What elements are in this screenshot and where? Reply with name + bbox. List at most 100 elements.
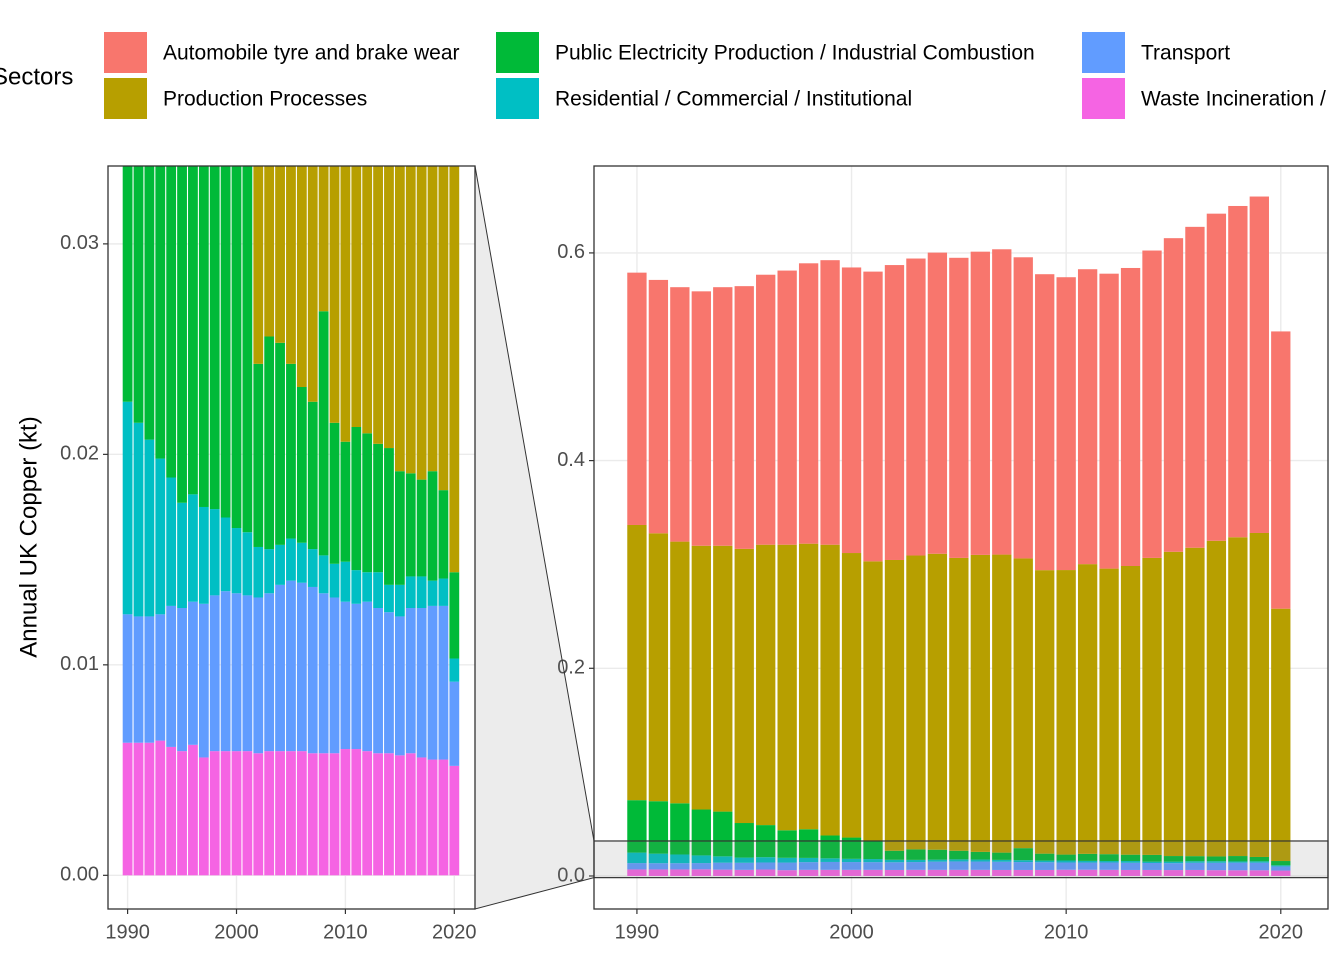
bar-segment [166, 477, 177, 606]
bar-segment [884, 859, 905, 863]
bar-segment [231, 751, 242, 876]
bar-segment [1013, 257, 1033, 559]
bar-segment [253, 753, 264, 876]
bar-segment [340, 601, 351, 750]
bar-segment [449, 765, 460, 876]
bar-segment [1249, 862, 1269, 871]
bar-segment [1077, 564, 1098, 854]
bar-segment [264, 751, 275, 876]
bar-segment [820, 544, 840, 836]
bar-segment [648, 279, 669, 534]
bar-segment [416, 608, 427, 758]
bar-segment [820, 858, 840, 862]
bar-segment [798, 263, 819, 544]
bar-segment [416, 166, 427, 480]
bar-segment [362, 601, 373, 752]
bar-segment [296, 542, 307, 583]
bar-segment [927, 869, 948, 876]
bar-segment [1228, 856, 1248, 862]
bars [122, 166, 460, 876]
bar-segment [863, 271, 883, 562]
bar-segment [449, 681, 460, 766]
bar-segment [384, 584, 394, 613]
bar-segment [949, 869, 969, 876]
bar-segment [820, 260, 840, 545]
bar-segment [1035, 853, 1055, 861]
bar-segment [1013, 869, 1033, 876]
bar-segment [384, 612, 394, 754]
bar-segment [329, 753, 340, 876]
x-tick-label: 1990 [615, 921, 660, 943]
bar-segment [329, 166, 340, 423]
bar-segment [188, 744, 198, 876]
bar-segment [1228, 862, 1248, 871]
bar-segment [1163, 861, 1184, 864]
bar-segment [438, 578, 449, 606]
bar-segment [242, 532, 253, 596]
bar-segment [427, 471, 438, 581]
bar-segment [648, 853, 669, 864]
bar-segment [949, 859, 969, 862]
bar-segment [351, 603, 362, 750]
bar-segment [691, 291, 711, 546]
bar-segment [713, 869, 733, 876]
bar-segment [927, 252, 948, 554]
x-tick-label: 2000 [829, 921, 874, 943]
bar-segment [1271, 861, 1291, 866]
bar-segment [1206, 540, 1227, 857]
bar-segment [177, 608, 187, 752]
bar-segment [1056, 862, 1076, 870]
bar-segment [286, 166, 296, 364]
bar-segment [756, 862, 776, 870]
bar-segment [841, 869, 862, 876]
bar-segment [1142, 869, 1162, 876]
bar-segment [1271, 866, 1291, 871]
bar-segment [798, 543, 819, 830]
bar-segment [394, 755, 405, 876]
bar-segment [777, 857, 797, 863]
bar-segment [242, 166, 253, 533]
bar-segment [841, 553, 862, 838]
zoom-region [593, 840, 1329, 879]
bar-segment [992, 861, 1012, 870]
bar-segment [992, 554, 1012, 853]
bar-segment [362, 572, 373, 602]
bar-segment [296, 582, 307, 752]
bar-segment [777, 830, 797, 858]
bar-segment [841, 837, 862, 859]
bar-segment [863, 862, 883, 870]
bar-segment [734, 548, 754, 824]
bar-segment [1077, 853, 1098, 861]
bar-segment [1249, 861, 1269, 863]
bar-segment [670, 863, 690, 870]
bar-segment [777, 862, 797, 871]
bar-segment [177, 166, 187, 503]
bar-segment [756, 274, 776, 545]
bar-segment [1206, 861, 1227, 863]
x-tick-label: 1990 [105, 921, 150, 943]
bar-segment [133, 422, 144, 617]
bar-segment [362, 433, 373, 573]
panel-border [107, 165, 476, 910]
bar-segment [1056, 570, 1076, 855]
bar-segment [670, 854, 690, 864]
bar-segment [394, 584, 405, 617]
bar-segment [841, 267, 862, 554]
bar-segment [1185, 862, 1205, 870]
bar-segment [438, 166, 449, 491]
bar-segment [209, 751, 220, 876]
bar-segment [1271, 608, 1291, 862]
bar-segment [220, 751, 231, 876]
bar-segment [906, 859, 926, 863]
bar-segment [275, 544, 285, 585]
bar-segment [122, 401, 133, 615]
bar-segment [1077, 860, 1098, 863]
bar-segment [713, 862, 733, 870]
bar-segment [992, 852, 1012, 860]
bar-segment [927, 553, 948, 850]
bar-segment [863, 840, 883, 860]
bar-segment [1249, 856, 1269, 862]
bar-segment [427, 759, 438, 876]
bar-segment [1099, 854, 1119, 862]
bar-segment [970, 859, 990, 862]
